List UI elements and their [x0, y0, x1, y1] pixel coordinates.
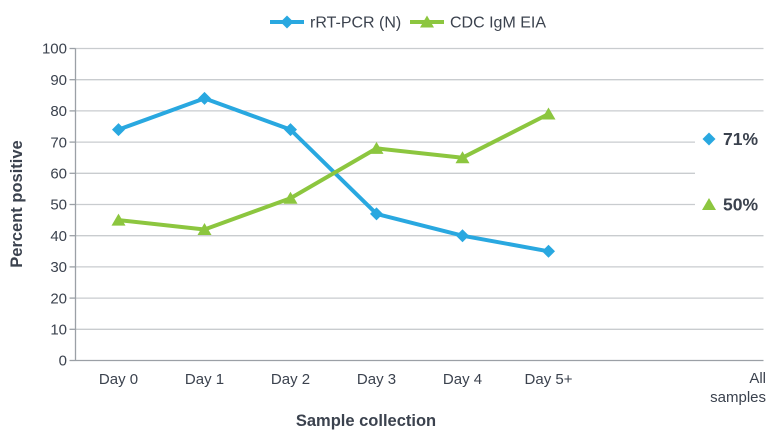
x-category-label: Day 4	[443, 371, 482, 388]
gridlines-layer	[75, 47, 764, 330]
y-tick-label: 20	[50, 290, 67, 307]
y-axis-title: Percent positive	[8, 140, 26, 267]
overall-annotations-layer: 71% 50%	[702, 129, 758, 215]
y-tick-label: 30	[50, 259, 67, 276]
legend-label-rrt-pcr: rRT-PCR (N)	[310, 15, 401, 32]
x-category-label: Day 3	[357, 371, 396, 388]
diamond-marker	[284, 123, 297, 137]
triangle-icon	[420, 15, 434, 28]
all-samples-line-1: All	[749, 370, 766, 387]
diamond-marker	[456, 229, 469, 243]
diamond-marker	[370, 207, 383, 221]
all-samples-line-2: samples	[710, 389, 766, 406]
y-tick-label: 50	[50, 197, 67, 214]
legend-label-cdc-igm-eia: CDC IgM EIA	[450, 15, 546, 32]
triangle-marker	[111, 213, 126, 226]
y-tick-label: 0	[59, 353, 67, 370]
y-tick-labels-layer: 0 10 20 30 40 50 60 70 80 90 100	[42, 41, 67, 370]
x-category-label: Day 0	[99, 371, 138, 388]
annotation-value-label: 50%	[723, 195, 758, 215]
annotation-diamond-icon	[702, 132, 716, 146]
triangle-marker	[369, 141, 384, 154]
triangle-marker	[283, 191, 298, 204]
diamond-marker	[542, 244, 555, 258]
y-tick-label: 90	[50, 72, 67, 89]
y-tick-label: 60	[50, 166, 67, 183]
annotation-triangle-icon	[702, 198, 716, 210]
all-samples-label: All samples	[710, 370, 766, 406]
triangle-marker	[197, 222, 212, 235]
axes-layer	[69, 47, 764, 362]
y-tick-label: 100	[42, 41, 67, 58]
y-tick-label: 40	[50, 228, 67, 245]
triangle-marker	[541, 107, 556, 120]
triangle-marker	[455, 151, 470, 164]
diamond-icon	[280, 15, 294, 29]
y-tick-label: 10	[50, 322, 67, 339]
y-tick-label: 80	[50, 103, 67, 120]
legend: rRT-PCR (N) CDC IgM EIA	[270, 15, 546, 32]
x-category-label: Day 2	[271, 371, 310, 388]
diamond-marker	[112, 123, 125, 137]
series-line-1	[116, 112, 551, 232]
y-tick-label: 70	[50, 134, 67, 151]
x-category-label: Day 1	[185, 371, 224, 388]
data-series-layer	[111, 91, 556, 258]
x-category-labels-layer: Day 0 Day 1 Day 2 Day 3 Day 4 Day 5+	[99, 371, 573, 388]
diamond-marker	[198, 91, 211, 105]
x-axis-title: Sample collection	[296, 412, 436, 430]
legend-item-rrt-pcr: rRT-PCR (N)	[270, 15, 401, 32]
annotation-value-label: 71%	[723, 129, 758, 149]
legend-item-cdc-igm-eia: CDC IgM EIA	[410, 15, 546, 32]
x-category-label: Day 5+	[525, 371, 573, 388]
